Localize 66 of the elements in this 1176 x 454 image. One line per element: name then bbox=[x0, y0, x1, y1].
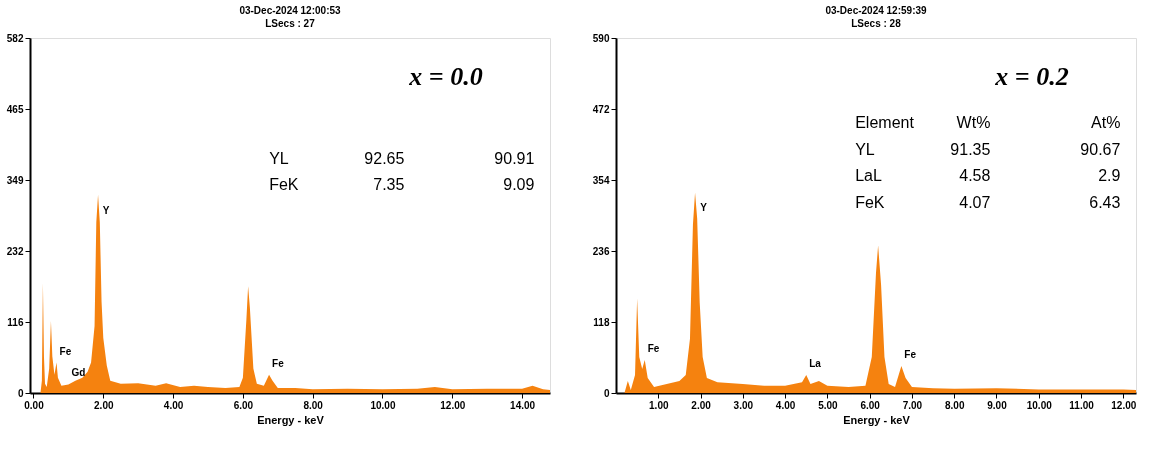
x-tick-label: 8.00 bbox=[944, 399, 965, 411]
y-tick-label: 116 bbox=[7, 316, 24, 328]
x-tick-label: 10.00 bbox=[370, 399, 396, 411]
x-axis-title: Energy - keV bbox=[257, 413, 325, 426]
annotation: LaL bbox=[855, 167, 882, 185]
x-tick-label: 4.00 bbox=[163, 399, 184, 411]
annotation: x = 0.0 bbox=[408, 62, 483, 92]
x-tick-label: 5.00 bbox=[818, 399, 839, 411]
x-tick-label: 8.00 bbox=[303, 399, 324, 411]
annotation: Wt% bbox=[956, 114, 991, 132]
annotation: 90.67 bbox=[1080, 140, 1121, 158]
x-tick-label: 0.00 bbox=[24, 399, 45, 411]
annotation: Y bbox=[700, 201, 708, 213]
annotation: 7.35 bbox=[373, 176, 405, 194]
annotation: Element bbox=[855, 114, 915, 132]
annotation: 90.91 bbox=[494, 149, 535, 167]
y-tick-label: 590 bbox=[592, 32, 610, 44]
annotation: 91.35 bbox=[950, 140, 991, 158]
x-tick-label: 1.00 bbox=[649, 399, 669, 411]
annotation: 2.9 bbox=[1098, 167, 1121, 185]
x-tick-label: 7.00 bbox=[902, 399, 923, 411]
annotation: YL bbox=[269, 149, 289, 167]
annotation: At% bbox=[1091, 114, 1121, 132]
x-tick-label: 11.00 bbox=[1069, 399, 1095, 411]
y-tick-label: 349 bbox=[6, 174, 24, 186]
annotation: La bbox=[809, 357, 822, 369]
chart-title: 03-Dec-2024 12:00:53 bbox=[239, 5, 342, 16]
annotation: 4.07 bbox=[959, 194, 991, 212]
x-tick-label: 12.00 bbox=[440, 399, 466, 411]
annotation: Fe bbox=[647, 342, 660, 354]
annotation: Fe bbox=[59, 345, 72, 357]
y-tick-label: 354 bbox=[592, 174, 610, 186]
y-tick-label: 0 bbox=[17, 387, 24, 399]
annotation: FeK bbox=[269, 176, 299, 194]
chart-subtitle: LSecs : 28 bbox=[851, 18, 902, 29]
y-tick-label: 472 bbox=[592, 103, 610, 115]
y-tick-label: 236 bbox=[592, 245, 610, 257]
annotation: Fe bbox=[904, 348, 917, 360]
annotation: Gd bbox=[71, 367, 86, 379]
x-tick-label: 10.00 bbox=[1026, 399, 1053, 411]
x-tick-label: 14.00 bbox=[510, 399, 536, 411]
x-tick-label: 4.00 bbox=[775, 399, 796, 411]
annotation: FeK bbox=[855, 194, 885, 212]
y-tick-label: 118 bbox=[593, 316, 610, 328]
x-axis-title: Energy - keV bbox=[843, 413, 911, 426]
y-tick-label: 465 bbox=[6, 103, 24, 115]
annotation: YL bbox=[855, 140, 875, 158]
annotation: Y bbox=[102, 205, 110, 217]
x-tick-label: 9.00 bbox=[987, 399, 1008, 411]
x-tick-label: 2.00 bbox=[691, 399, 712, 411]
x-tick-label: 6.00 bbox=[233, 399, 254, 411]
chart-subtitle: LSecs : 27 bbox=[265, 18, 316, 29]
annotation: 6.43 bbox=[1089, 194, 1121, 212]
annotation: 9.09 bbox=[503, 176, 535, 194]
annotation: 92.65 bbox=[364, 149, 405, 167]
x-tick-label: 12.00 bbox=[1111, 399, 1137, 411]
y-tick-label: 232 bbox=[6, 245, 24, 257]
chart-title: 03-Dec-2024 12:59:39 bbox=[825, 5, 928, 16]
x-tick-label: 6.00 bbox=[860, 399, 881, 411]
annotation: x = 0.2 bbox=[994, 62, 1069, 92]
annotation: Fe bbox=[272, 357, 285, 369]
annotation: 4.58 bbox=[959, 167, 991, 185]
y-tick-label: 582 bbox=[6, 32, 24, 44]
x-tick-label: 2.00 bbox=[94, 399, 114, 411]
x-tick-label: 3.00 bbox=[733, 399, 754, 411]
y-tick-label: 0 bbox=[603, 387, 610, 399]
